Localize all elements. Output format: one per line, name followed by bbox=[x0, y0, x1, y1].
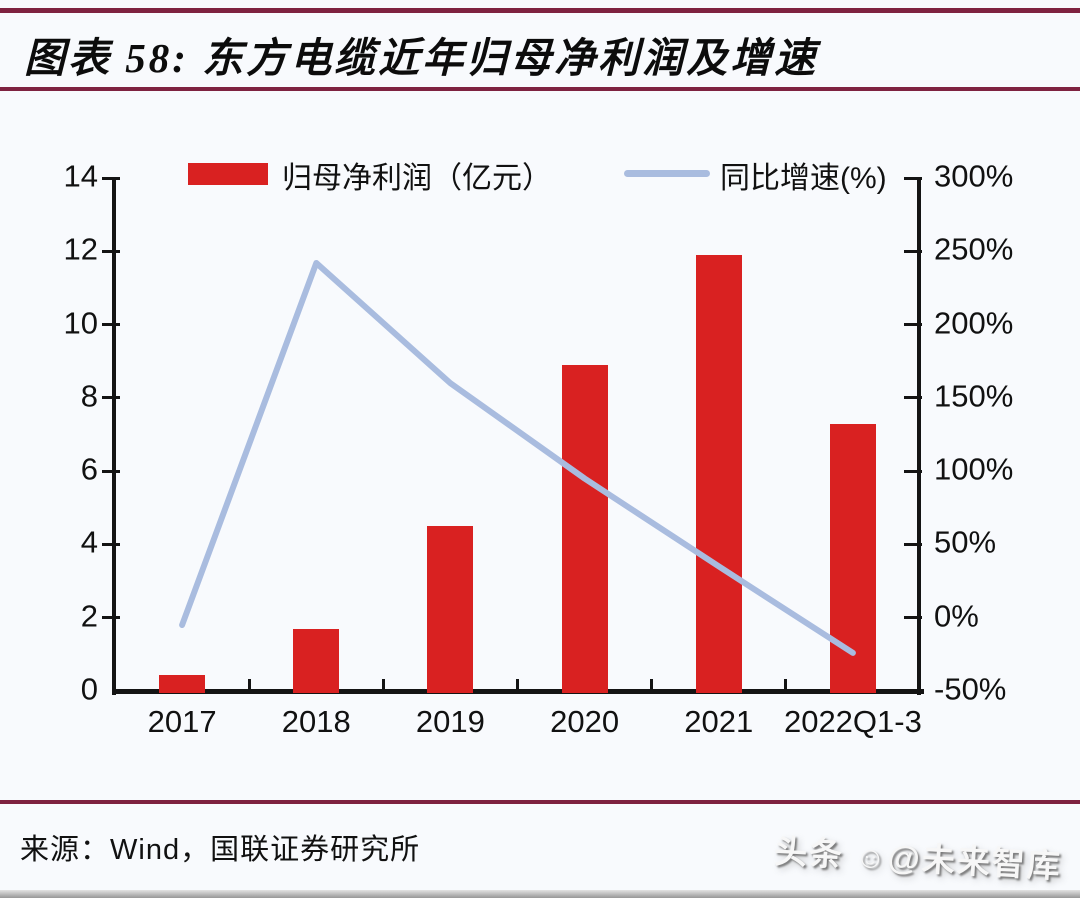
legend-line-label: 同比增速(%) bbox=[720, 162, 887, 195]
left-axis-tick-label: 10 bbox=[63, 305, 98, 341]
chart-title: 图表 58: 东方电缆近年归母净利润及增速 bbox=[24, 35, 819, 81]
x-axis-tick bbox=[650, 679, 654, 694]
right-axis-tick bbox=[904, 542, 922, 546]
x-axis-category-label: 2022Q1-3 bbox=[783, 704, 922, 739]
left-axis-tick bbox=[102, 616, 120, 620]
right-axis-tick-label: -50% bbox=[934, 671, 1007, 707]
left-axis-line bbox=[112, 178, 116, 695]
bar-2018 bbox=[293, 628, 340, 693]
right-axis-tick bbox=[904, 616, 922, 620]
left-axis-tick bbox=[102, 249, 120, 253]
footer-rule bbox=[0, 800, 1080, 804]
title-bottom-rule bbox=[0, 87, 1080, 91]
title-top-rule bbox=[0, 8, 1080, 13]
legend-bar-swatch bbox=[188, 163, 268, 185]
right-axis-tick bbox=[904, 249, 922, 253]
left-axis-tick bbox=[102, 176, 120, 180]
left-axis-tick bbox=[102, 323, 120, 327]
x-axis-category-label: 2017 bbox=[147, 704, 217, 739]
x-axis-tick bbox=[381, 679, 385, 694]
bottom-edge-shadow bbox=[0, 890, 1080, 898]
right-axis-tick-label: 150% bbox=[934, 378, 1014, 414]
left-axis-tick-label: 4 bbox=[80, 524, 98, 560]
left-axis-tick-label: 0 bbox=[80, 671, 98, 707]
x-axis-tick bbox=[247, 679, 251, 694]
smiley-icon: ☺ bbox=[854, 840, 889, 876]
right-axis-tick bbox=[904, 396, 922, 400]
legend-line-swatch bbox=[624, 170, 710, 177]
right-axis-tick bbox=[904, 469, 922, 473]
legend-bar-label: 归母净利润（亿元） bbox=[282, 162, 552, 195]
x-axis-category-label: 2020 bbox=[550, 704, 620, 739]
x-axis-tick bbox=[784, 679, 788, 694]
left-axis-tick bbox=[102, 469, 120, 473]
bar-2022Q1-3 bbox=[829, 423, 876, 693]
bar-2020 bbox=[561, 364, 608, 693]
right-axis-tick-label: 300% bbox=[934, 158, 1014, 194]
bar-2021 bbox=[695, 254, 742, 693]
x-axis-category-label: 2018 bbox=[281, 704, 351, 739]
bar-2019 bbox=[427, 526, 474, 693]
left-axis-tick-label: 14 bbox=[63, 158, 98, 194]
right-axis-tick-label: 200% bbox=[934, 305, 1014, 341]
left-axis-tick-label: 6 bbox=[80, 451, 98, 487]
watermark-handle: @未来智库 bbox=[886, 838, 1063, 885]
right-axis-line bbox=[917, 178, 921, 695]
x-axis-tick bbox=[516, 679, 519, 694]
left-axis-tick-label: 12 bbox=[63, 231, 98, 267]
x-axis-category-label: 2019 bbox=[415, 704, 485, 739]
left-axis-tick-label: 2 bbox=[80, 598, 98, 634]
growth-line bbox=[179, 260, 856, 656]
x-axis-category-label: 2021 bbox=[684, 704, 754, 739]
right-axis-tick-label: 50% bbox=[934, 524, 997, 560]
left-axis-tick-label: 8 bbox=[80, 378, 98, 414]
left-axis-tick bbox=[102, 396, 120, 400]
left-axis-tick bbox=[102, 542, 120, 546]
right-axis-tick-label: 0% bbox=[934, 598, 979, 634]
right-axis-tick bbox=[904, 323, 922, 327]
bar-2017 bbox=[159, 674, 206, 693]
right-axis-tick bbox=[904, 176, 922, 180]
watermark-brand: 头条 bbox=[773, 832, 845, 874]
right-axis-tick-label: 100% bbox=[934, 451, 1014, 487]
right-axis-tick-label: 250% bbox=[934, 231, 1014, 267]
source-note: 来源：Wind，国联证券研究所 bbox=[20, 834, 421, 866]
